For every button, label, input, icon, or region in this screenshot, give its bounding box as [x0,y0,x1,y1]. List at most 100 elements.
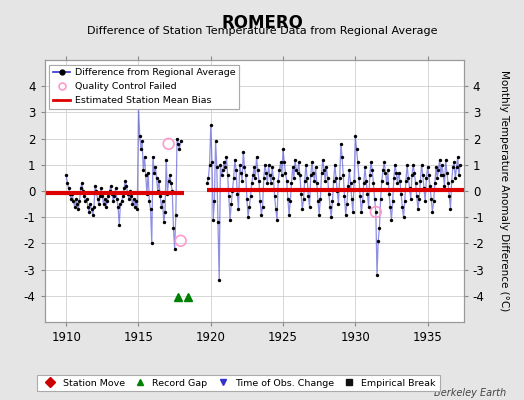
Point [326,204,334,210]
Point [258,204,267,210]
Point [390,175,398,181]
Point [70,204,79,210]
Point [345,167,354,173]
Point [426,182,434,189]
Point [379,167,387,173]
Y-axis label: Monthly Temperature Anomaly Difference (°C): Monthly Temperature Anomaly Difference (… [498,70,508,312]
Point [265,162,273,168]
Point [302,162,310,168]
Point [237,170,245,176]
Point [162,156,170,163]
Point [309,170,318,176]
Point [245,204,254,210]
Point [294,159,303,165]
Point [399,214,408,220]
Point [82,196,91,202]
Point [129,196,138,202]
Point [222,154,231,160]
Point [133,206,141,212]
Point [419,172,427,178]
Point [314,198,322,205]
Point [311,164,320,171]
Point [206,122,215,129]
Point [438,162,446,168]
Point [291,156,299,163]
Point [287,180,296,186]
Point [235,162,244,168]
Point [251,175,259,181]
Point [296,172,304,178]
Point [351,133,359,139]
Point [278,172,286,178]
Point [270,193,279,200]
Point [113,196,121,202]
Point [442,156,450,163]
Point [277,159,285,165]
Point [424,172,433,178]
Point [445,193,453,200]
Point [203,180,211,186]
Point [210,198,219,205]
Point [243,196,251,202]
Point [170,246,179,252]
Point [434,167,443,173]
Point [273,217,281,223]
Point [268,164,276,171]
Point [435,156,444,163]
Point [292,167,300,173]
Point [432,164,440,171]
Point [319,156,327,163]
Point [96,193,104,200]
Point [271,206,280,212]
Point [322,164,331,171]
Point [249,172,257,178]
Point [315,211,323,218]
Point [279,146,287,152]
Point [293,170,302,176]
Point [92,188,101,194]
Point [66,190,74,197]
Point [167,180,175,186]
Point [398,204,407,210]
Point [204,175,213,181]
Point [269,175,278,181]
Point [63,180,72,186]
Point [138,138,146,144]
Point [331,162,339,168]
Point [161,209,169,215]
Point [172,211,180,218]
Point [378,177,386,184]
Point [100,201,108,207]
Point [211,138,220,144]
Point [124,190,132,197]
Point [72,196,80,202]
Point [256,198,265,205]
Point [88,206,96,212]
Point [127,193,136,200]
Point [374,238,383,244]
Point [140,154,149,160]
Point [370,196,379,202]
Point [151,164,160,171]
Point [163,190,171,197]
Point [402,177,410,184]
Point [275,167,283,173]
Point [136,133,144,139]
Point [327,214,335,220]
Point [139,167,147,173]
Point [219,167,227,173]
Point [64,185,73,192]
Point [257,211,266,218]
Point [155,177,163,184]
Point [223,172,232,178]
Point [363,190,372,197]
Point [406,185,414,192]
Point [403,162,411,168]
Point [418,162,426,168]
Point [73,201,81,207]
Point [242,172,250,178]
Point [97,185,105,192]
Point [335,175,344,181]
Point [450,159,458,165]
Point [395,170,403,176]
